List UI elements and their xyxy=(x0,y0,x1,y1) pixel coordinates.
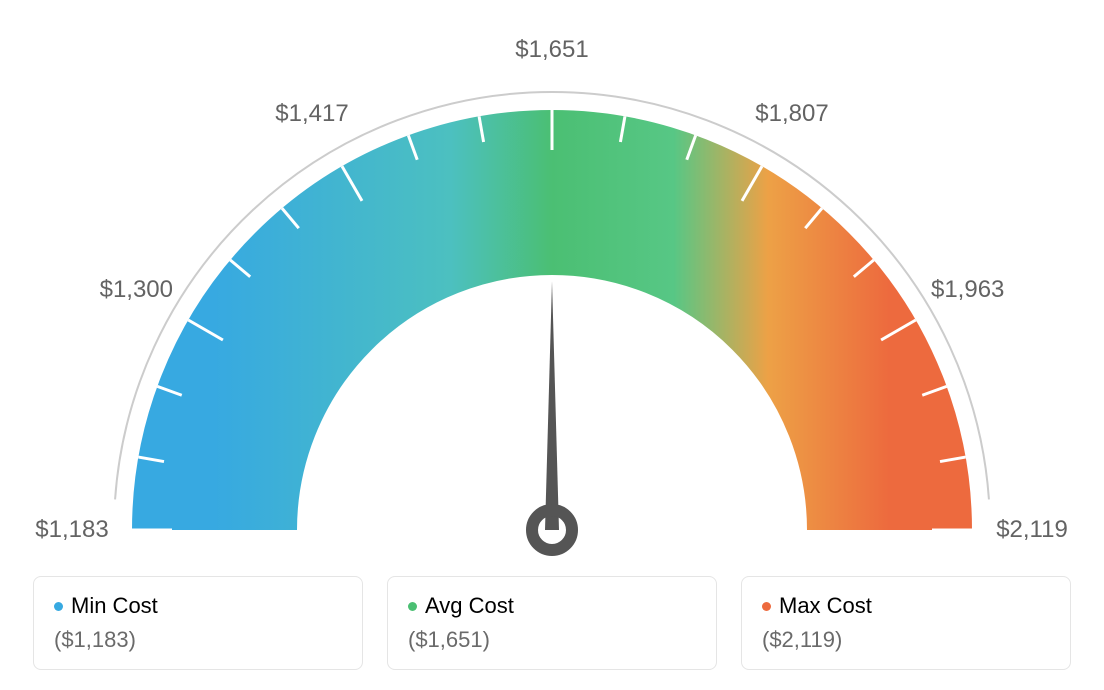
legend-value-min: ($1,183) xyxy=(54,627,342,653)
legend-value-max: ($2,119) xyxy=(762,627,1050,653)
legend-card-max: Max Cost ($2,119) xyxy=(741,576,1071,670)
gauge-tick-label: $1,183 xyxy=(35,516,108,544)
legend-card-min: Min Cost ($1,183) xyxy=(33,576,363,670)
legend-dot-avg xyxy=(408,602,417,611)
legend-value-avg: ($1,651) xyxy=(408,627,696,653)
legend-card-avg: Avg Cost ($1,651) xyxy=(387,576,717,670)
legend-row: Min Cost ($1,183) Avg Cost ($1,651) Max … xyxy=(0,576,1104,670)
legend-label-min: Min Cost xyxy=(71,593,158,619)
chart-container: $1,183 $1,300 $1,417 $1,651 $1,807 $1,963 $2,1… xyxy=(0,0,1104,690)
gauge-tick-label: $1,963 xyxy=(931,276,1004,304)
gauge-tick-label: $1,300 xyxy=(100,276,173,304)
legend-title-max: Max Cost xyxy=(762,593,1050,619)
legend-dot-max xyxy=(762,602,771,611)
legend-label-avg: Avg Cost xyxy=(425,593,514,619)
legend-title-min: Min Cost xyxy=(54,593,342,619)
gauge-tick-label: $1,807 xyxy=(755,100,828,128)
legend-dot-min xyxy=(54,602,63,611)
gauge-svg xyxy=(0,30,1104,590)
gauge-tick-label: $1,417 xyxy=(275,100,348,128)
legend-label-max: Max Cost xyxy=(779,593,872,619)
gauge-tick-label: $2,119 xyxy=(996,516,1068,544)
legend-title-avg: Avg Cost xyxy=(408,593,696,619)
gauge-tick-label: $1,651 xyxy=(515,36,588,64)
gauge-area: $1,183 $1,300 $1,417 $1,651 $1,807 $1,963 $2,1… xyxy=(0,0,1104,560)
